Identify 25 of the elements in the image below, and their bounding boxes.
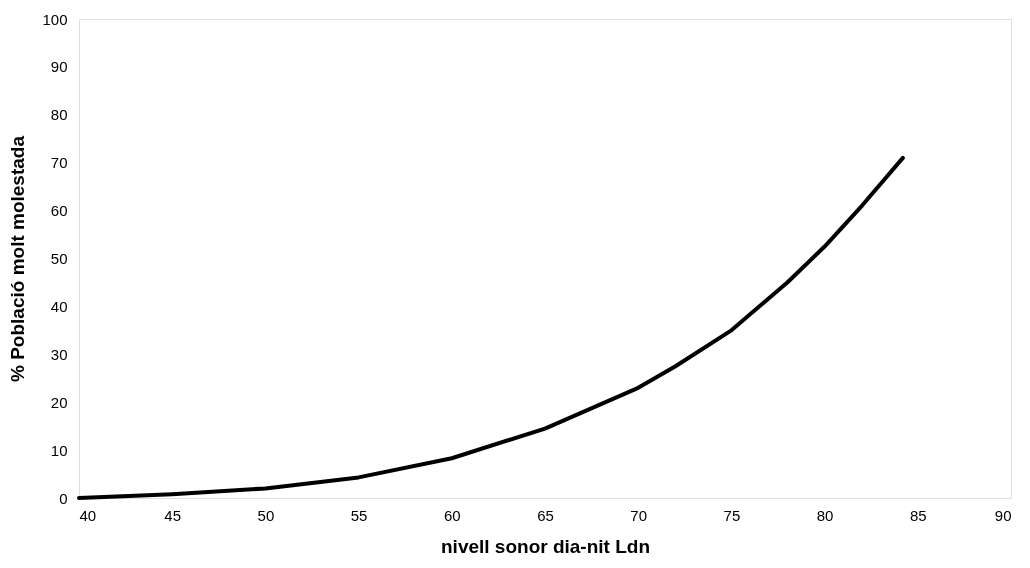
x-tick-label: 40 (79, 506, 97, 524)
x-tick-label: 55 (350, 506, 368, 524)
y-tick-label: 60 (50, 202, 68, 220)
y-tick-label: 80 (50, 106, 68, 124)
x-tick-label: 50 (257, 506, 275, 524)
y-tick-label: 100 (42, 10, 68, 28)
line-series (77, 155, 905, 500)
y-tick-label: 50 (50, 250, 68, 267)
x-axis-title: nivell sonor dia-nit Ldn (441, 535, 650, 557)
x-tick-label: 65 (537, 506, 554, 524)
x-tick-label: 85 (909, 506, 927, 524)
y-tick-label: 30 (50, 345, 68, 363)
x-tick-label: 80 (816, 506, 834, 524)
y-tick-label: 20 (50, 393, 68, 411)
x-tick-label: 60 (443, 506, 461, 524)
y-tick-label: 70 (50, 154, 68, 172)
x-tick-label: 75 (723, 506, 741, 524)
x-tick-label: 45 (164, 506, 182, 524)
y-tick-label: 90 (50, 58, 68, 76)
y-axis-title: % Població molt molestada (7, 135, 29, 382)
y-tick-label: 10 (50, 441, 68, 459)
y-tick-label: 0 (59, 489, 68, 507)
x-tick-label: 70 (630, 506, 648, 524)
x-tick-label: 90 (994, 506, 1012, 524)
y-tick-label: 40 (50, 297, 68, 315)
